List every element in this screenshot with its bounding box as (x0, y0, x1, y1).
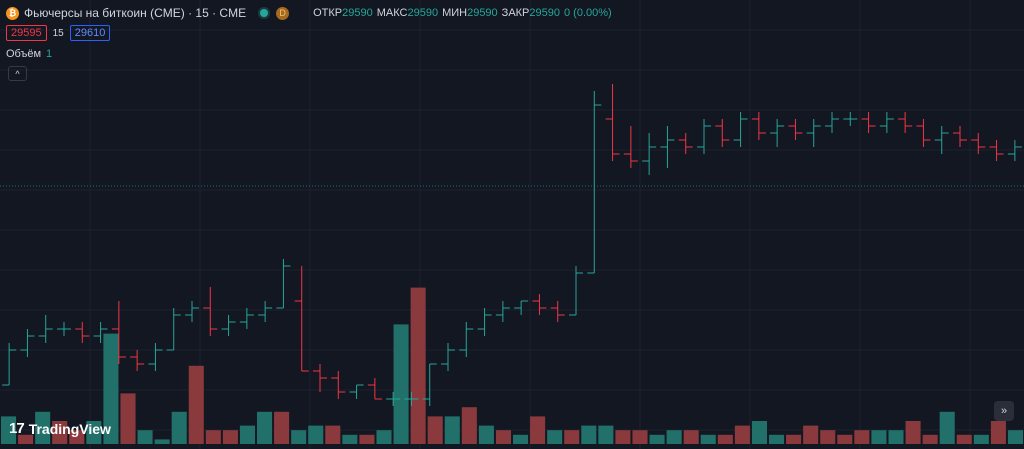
logo-text: TradingView (28, 420, 111, 437)
volume-legend[interactable]: Объём 1 (6, 48, 52, 60)
collapse-legend-button[interactable]: ^ (8, 66, 27, 81)
symbol-title[interactable]: Фьючерсы на биткоин (CME) · 15 · CME (24, 6, 247, 20)
volume-bar (905, 421, 921, 444)
tradingview-logo[interactable]: 17 TradingView (9, 420, 111, 437)
volume-bar (837, 434, 853, 444)
volume-bar (393, 324, 409, 444)
quick-trade: 29595 15 29610 (6, 25, 111, 41)
volume-bar (308, 425, 324, 444)
volume-bar (52, 421, 68, 444)
chevron-up-icon: ^ (15, 68, 20, 79)
volume-bar (188, 365, 204, 444)
volume-bar (478, 425, 494, 444)
volume-bar (547, 430, 563, 444)
market-open-icon (260, 9, 269, 17)
volume-bar (325, 425, 341, 444)
volume-bar (615, 430, 631, 444)
volume-bar (222, 430, 238, 444)
volume-bar (291, 430, 307, 444)
open-value: 29590 (342, 7, 373, 19)
volume-bar (956, 434, 972, 444)
volume-bar (973, 434, 989, 444)
spread-value: 15 (52, 27, 64, 39)
scroll-to-realtime-button[interactable]: » (994, 401, 1014, 421)
ohlc-values: ОТКР 29590 МАКС 29590 МИН 29590 ЗАКР 29590 0… (309, 7, 612, 19)
low-label: МИН (442, 7, 468, 19)
volume-bar (632, 430, 648, 444)
volume-bar (274, 411, 290, 444)
volume-bar (410, 287, 426, 444)
volume-bars (1, 287, 1023, 444)
sell-price-button[interactable]: 29595 (6, 25, 47, 41)
volume-bar (564, 430, 580, 444)
volume-bar (18, 434, 34, 444)
volume-bar (86, 421, 102, 444)
volume-bar (803, 425, 819, 444)
high-label: МАКС (376, 7, 408, 19)
volume-bar (769, 434, 785, 444)
volume-bar (120, 393, 136, 444)
low-value: 29590 (467, 7, 498, 19)
close-label: ЗАКР (501, 7, 530, 19)
volume-bar (1007, 430, 1023, 444)
volume-bar (717, 434, 733, 444)
volume-bar (990, 421, 1006, 444)
volume-bar (171, 411, 187, 444)
volume-bar (666, 430, 682, 444)
volume-bar (649, 434, 665, 444)
volume-bar (888, 430, 904, 444)
volume-bar (734, 425, 750, 444)
volume-bar (239, 425, 255, 444)
volume-bar (751, 421, 767, 444)
volume-value: 1 (46, 48, 53, 60)
delayed-data-badge[interactable]: D (276, 6, 290, 20)
volume-label: Объём (6, 48, 42, 60)
volume-bar (137, 430, 153, 444)
volume-bar (461, 407, 477, 444)
volume-bar (922, 434, 938, 444)
bitcoin-icon: ₿ (6, 6, 19, 20)
volume-bar (598, 425, 614, 444)
volume-bar (820, 430, 836, 444)
volume-bar (683, 430, 699, 444)
volume-bar (939, 411, 955, 444)
volume-bar (342, 434, 358, 444)
volume-bar (154, 439, 170, 444)
volume-bar (359, 434, 375, 444)
volume-bar (376, 430, 392, 444)
volume-bar (854, 430, 870, 444)
double-chevron-right-icon: » (1000, 405, 1008, 417)
buy-price-button[interactable]: 29610 (69, 25, 111, 41)
volume-bar (205, 430, 221, 444)
volume-bar (495, 430, 511, 444)
volume-bar (871, 430, 887, 444)
volume-bar (581, 425, 597, 444)
tradingview-mark-icon: 17 (9, 420, 25, 437)
volume-bar (257, 411, 273, 444)
close-value: 29590 (529, 7, 560, 19)
change-value: 0 (0.00%) (564, 7, 612, 19)
volume-bar (786, 434, 802, 444)
volume-bar (35, 411, 51, 444)
high-value: 29590 (407, 7, 439, 19)
volume-bar (69, 430, 85, 444)
volume-bar (444, 416, 460, 444)
open-label: ОТКР (313, 7, 343, 19)
volume-bar (103, 333, 119, 444)
market-status[interactable]: D (260, 6, 290, 20)
symbol-header: ₿ Фьючерсы на биткоин (CME) · 15 · CME D… (6, 4, 612, 22)
volume-bar (700, 434, 716, 444)
volume-bar (513, 434, 529, 444)
volume-bar (427, 416, 443, 444)
volume-bar (1, 416, 17, 444)
ohlc-bars (2, 84, 1022, 406)
volume-bar (530, 416, 546, 444)
